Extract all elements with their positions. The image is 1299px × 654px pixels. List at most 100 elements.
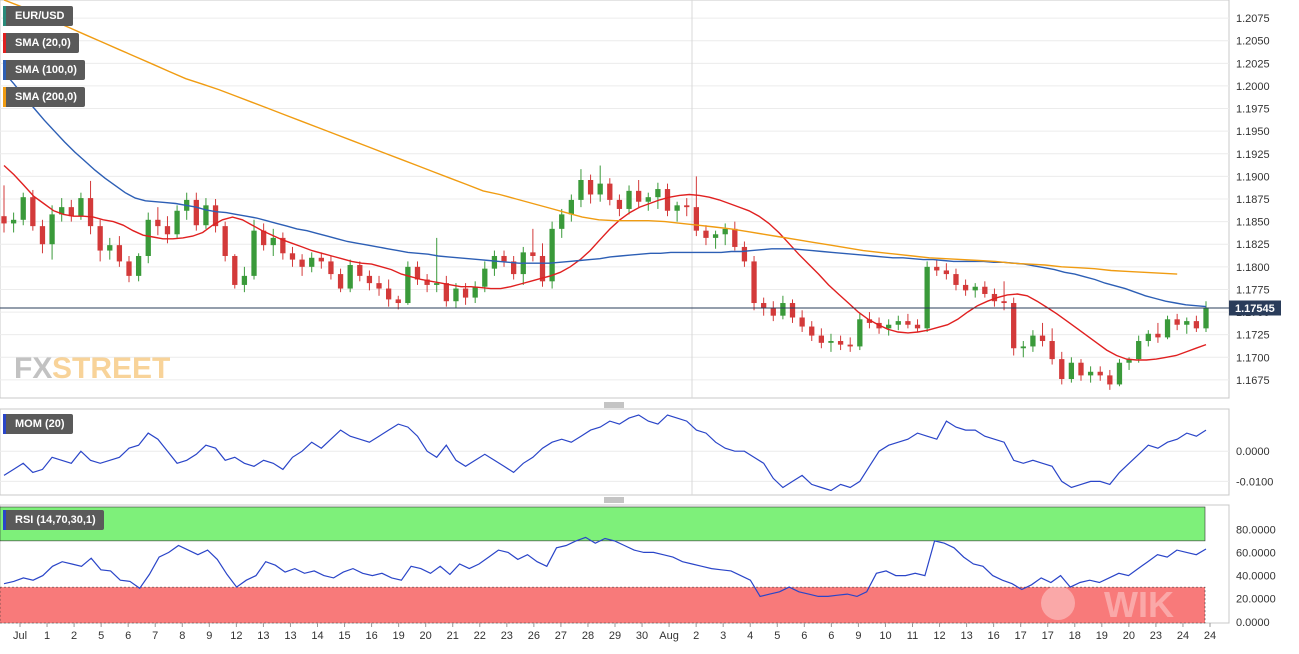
price-tick-label: 1.1875 [1236, 194, 1270, 206]
candle-body [1164, 319, 1171, 338]
legend-sma200-label: SMA (200,0) [15, 91, 77, 103]
candle-body [462, 288, 469, 298]
last-price-tag-bg [1229, 300, 1281, 316]
legend-rsi-label: RSI (14,70,30,1) [15, 514, 96, 526]
time-tick-label: 20 [420, 630, 432, 642]
time-axis: Jul 1 2 5 6 7 8 9 12 13 13 14 15 16 19 20 21 22 23 26 27 28 29… [13, 623, 1216, 642]
candle-body [1, 216, 7, 224]
time-tick-label: Jul [13, 630, 27, 642]
candle-body [482, 268, 488, 287]
candle-body [385, 288, 392, 300]
candle-body [30, 197, 36, 227]
candle-body [1184, 321, 1190, 325]
time-tick-label: 17 [1042, 630, 1054, 642]
candle-body [559, 214, 565, 229]
rsi-tick-label: 20.0000 [1236, 594, 1276, 606]
candle-body [174, 210, 180, 235]
candle-body [847, 344, 853, 347]
time-tick-label: 14 [311, 630, 323, 642]
candle-body [905, 321, 911, 325]
candle-body [818, 335, 825, 343]
candle-body [857, 319, 863, 347]
time-tick-label: 26 [528, 630, 540, 642]
candle-body [895, 321, 901, 325]
price-gridlines [0, 17, 1229, 381]
panel-resize-handle-1[interactable] [604, 402, 624, 408]
legend-momentum[interactable]: MOM (20) [3, 414, 73, 434]
panel-resize-handle-2[interactable] [604, 497, 624, 503]
candle-body [886, 324, 892, 329]
legend-sma100[interactable]: SMA (100,0) [3, 60, 85, 80]
price-panel[interactable]: FX STREET 1.16751.17001.17251.17501.1775… [0, 0, 1281, 399]
candle-body [722, 228, 728, 235]
sma200-line [3, 0, 1178, 275]
candle-body [991, 293, 998, 302]
candle-body [10, 219, 17, 224]
candle-body [20, 197, 26, 220]
candle-body [1116, 362, 1123, 385]
legend-sma100-swatch [3, 60, 6, 80]
momentum-line [3, 414, 1207, 492]
price-tick-label: 1.2025 [1236, 58, 1270, 70]
candle-body [809, 326, 815, 336]
candle-body [347, 265, 353, 289]
watermark-brand-right: STREET [52, 352, 170, 385]
candle-body [1020, 346, 1026, 349]
legend-momentum-swatch [3, 414, 6, 434]
candle-body [934, 266, 940, 271]
time-tick-label: 12 [230, 630, 242, 642]
candle-body [414, 266, 421, 280]
price-tick-label: 1.1700 [1236, 352, 1270, 364]
candle-body [270, 237, 276, 246]
candle-body [241, 275, 248, 285]
candle-body [943, 270, 950, 275]
candle-body [866, 319, 873, 323]
candle-body [337, 274, 344, 289]
legend-sma200[interactable]: SMA (200,0) [3, 87, 85, 107]
candle-body [251, 230, 257, 276]
candle-body [982, 286, 988, 294]
candle-body [309, 257, 315, 267]
legend-sma20[interactable]: SMA (20,0) [3, 33, 79, 53]
candle-body [424, 279, 430, 285]
candle-body [789, 303, 796, 318]
candle-body [472, 286, 478, 298]
candle-body [357, 265, 363, 276]
candle-body [751, 261, 757, 304]
legend-instrument[interactable]: EUR/USD [3, 6, 73, 26]
candle-body [135, 255, 142, 276]
candle-body [549, 228, 555, 282]
candle-body [837, 341, 844, 345]
candle-body [530, 252, 536, 256]
legend-rsi[interactable]: RSI (14,70,30,1) [3, 510, 104, 530]
price-tick-label: 1.1975 [1236, 104, 1270, 116]
candle-body [761, 303, 767, 309]
candle-body [1059, 359, 1065, 380]
watermark-corner: WIK [1104, 584, 1174, 625]
time-tick-label: 27 [555, 630, 567, 642]
time-tick-label: 24 [1177, 630, 1189, 642]
legend-sma100-label: SMA (100,0) [15, 64, 77, 76]
candle-body [318, 257, 324, 262]
time-tick-label: 11 [907, 630, 918, 642]
momentum-panel[interactable]: 0.0000 -0.0100 [0, 408, 1273, 496]
candle-body [59, 207, 65, 215]
candle-body [799, 317, 805, 327]
time-tick-label: 19 [1096, 630, 1108, 642]
candle-body [1126, 359, 1132, 363]
candle-body [636, 190, 642, 202]
momentum-tick-label: 0.0000 [1236, 446, 1270, 458]
candle-body [587, 180, 594, 195]
last-price-tag: 1.17545 [1229, 300, 1281, 316]
candle-body [1068, 362, 1075, 380]
candle-body [212, 205, 219, 227]
wik-logo-circle [1041, 586, 1075, 620]
price-tick-label: 1.2000 [1236, 81, 1270, 93]
rsi-panel[interactable]: WIK 80.0000 60.0000 40.0000 20.0000 0.0000 [0, 504, 1276, 629]
fxstreet-watermark: FX STREET [14, 352, 170, 385]
time-tick-label: 21 [447, 630, 459, 642]
candle-body [1203, 307, 1209, 329]
candle-body [1145, 333, 1151, 342]
